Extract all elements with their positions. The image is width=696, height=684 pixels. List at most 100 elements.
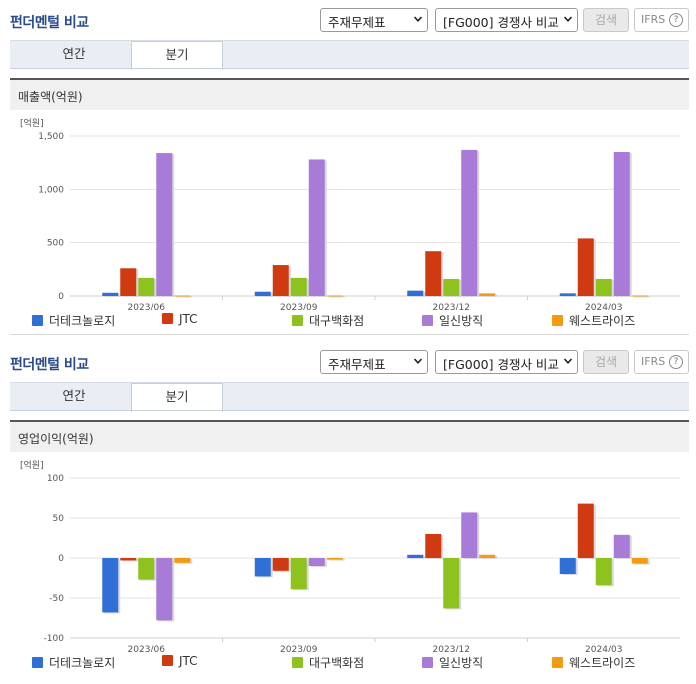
chart-subtitle: 영업이익(억원) bbox=[10, 420, 689, 452]
chart-legend: 더테크놀로지 JTC 대구백화점 일신방직 웨스트라이즈 bbox=[0, 312, 696, 330]
tab-quarterly[interactable]: 분기 bbox=[131, 41, 223, 70]
legend-item[interactable]: JTC bbox=[162, 654, 198, 668]
peer-select[interactable]: [FG000] 경쟁사 비교 bbox=[435, 8, 578, 32]
legend-item[interactable]: 일신방직 bbox=[422, 654, 483, 671]
tab-quarterly[interactable]: 분기 bbox=[131, 383, 223, 412]
y-tick-label: -50 bbox=[49, 594, 64, 604]
period-tabs: 연간 분기 bbox=[10, 40, 689, 70]
bar bbox=[174, 558, 191, 563]
fundamental-compare-panel-sales: 펀더멘털 비교 주재무제표 [FG000] 경쟁사 비교 검색 IFRS ? 연… bbox=[0, 0, 696, 335]
tab-annual[interactable]: 연간 bbox=[62, 46, 86, 61]
ifrs-help-button[interactable]: IFRS ? bbox=[634, 8, 689, 32]
chevron-down-icon bbox=[414, 16, 422, 22]
legend-item[interactable]: JTC bbox=[162, 312, 198, 326]
legend-swatch bbox=[552, 315, 563, 326]
legend-swatch bbox=[552, 657, 563, 668]
bar bbox=[326, 558, 343, 560]
help-icon: ? bbox=[669, 13, 683, 27]
bar bbox=[443, 278, 460, 296]
panel-header: 펀더멘털 비교 주재무제표 [FG000] 경쟁사 비교 검색 IFRS ? bbox=[0, 342, 696, 382]
legend-label: 대구백화점 bbox=[309, 314, 365, 328]
search-button[interactable]: 검색 bbox=[583, 350, 629, 374]
bar bbox=[577, 503, 594, 558]
bar bbox=[631, 295, 648, 297]
bar bbox=[174, 295, 191, 297]
bar-shadow bbox=[176, 296, 193, 298]
legend-item[interactable]: 대구백화점 bbox=[292, 312, 364, 329]
y-tick-label: 100 bbox=[47, 474, 64, 484]
bar bbox=[120, 268, 137, 296]
legend-swatch bbox=[162, 313, 173, 324]
statement-select-value: 주재무제표 bbox=[328, 15, 386, 30]
panel-title: 펀더멘털 비교 bbox=[10, 15, 89, 31]
legend-swatch bbox=[292, 657, 303, 668]
ifrs-label: IFRS bbox=[641, 355, 666, 368]
bar bbox=[156, 558, 173, 621]
bar bbox=[308, 159, 325, 296]
legend-label: 대구백화점 bbox=[309, 656, 365, 670]
fundamental-compare-panel-operating-profit: 펀더멘털 비교 주재무제표 [FG000] 경쟁사 비교 검색 IFRS ? 연… bbox=[0, 342, 696, 684]
chart-subtitle: 매출액(억원) bbox=[10, 78, 689, 110]
statement-select[interactable]: 주재무제표 bbox=[320, 350, 428, 374]
legend-item[interactable]: 더테크놀로지 bbox=[32, 654, 115, 671]
x-tick-label: 2024/03 bbox=[585, 645, 622, 652]
ifrs-label: IFRS bbox=[641, 13, 666, 26]
legend-item[interactable]: 더테크놀로지 bbox=[32, 312, 115, 329]
bar bbox=[407, 290, 424, 296]
legend-swatch bbox=[32, 315, 43, 326]
peer-select[interactable]: [FG000] 경쟁사 비교 bbox=[435, 350, 578, 374]
legend-item[interactable]: 웨스트라이즈 bbox=[552, 312, 635, 329]
legend-swatch bbox=[292, 315, 303, 326]
legend-label: 일신방직 bbox=[439, 314, 484, 328]
bar bbox=[290, 277, 307, 296]
tab-annual[interactable]: 연간 bbox=[62, 388, 86, 403]
bar bbox=[443, 558, 460, 609]
peer-select-value: [FG000] 경쟁사 비교 bbox=[443, 357, 559, 372]
bar-shadow bbox=[633, 296, 650, 298]
legend-item[interactable]: 대구백화점 bbox=[292, 654, 364, 671]
unit-label: [억원] bbox=[20, 117, 44, 129]
bar bbox=[595, 558, 612, 586]
statement-select-value: 주재무제표 bbox=[328, 357, 386, 372]
x-tick-label: 2024/03 bbox=[585, 303, 622, 310]
chevron-down-icon bbox=[564, 358, 572, 364]
bar bbox=[425, 251, 442, 296]
legend-item[interactable]: 일신방직 bbox=[422, 312, 483, 329]
bar bbox=[326, 295, 343, 297]
ifrs-help-button[interactable]: IFRS ? bbox=[634, 350, 689, 374]
bar bbox=[156, 153, 173, 296]
legend-label: 웨스트라이즈 bbox=[569, 656, 636, 670]
x-tick-label: 2023/12 bbox=[433, 645, 470, 652]
bar bbox=[120, 558, 137, 561]
bar bbox=[425, 534, 442, 558]
divider bbox=[10, 334, 689, 335]
legend-swatch bbox=[32, 657, 43, 668]
panel-header: 펀더멘털 비교 주재무제표 [FG000] 경쟁사 비교 검색 IFRS ? bbox=[0, 0, 696, 40]
y-tick-label: 500 bbox=[47, 239, 64, 249]
bar bbox=[613, 534, 630, 558]
bar bbox=[308, 558, 325, 566]
bar bbox=[102, 292, 119, 296]
legend-label: JTC bbox=[179, 312, 198, 326]
bar-shadow bbox=[328, 296, 345, 298]
y-tick-label: 50 bbox=[53, 514, 65, 524]
bar bbox=[461, 149, 478, 296]
y-tick-label: 0 bbox=[58, 554, 64, 564]
legend-label: 더테크놀로지 bbox=[49, 314, 116, 328]
operating-profit-bar-chart: [억원] -100 -50 0 50 100 2023/06 2023/09 2023/12 20… bbox=[20, 459, 680, 652]
bar bbox=[559, 558, 576, 574]
divider bbox=[10, 410, 689, 411]
legend-label: 웨스트라이즈 bbox=[569, 314, 636, 328]
y-tick-label: 1,500 bbox=[38, 132, 64, 142]
statement-select[interactable]: 주재무제표 bbox=[320, 8, 428, 32]
legend-item[interactable]: 웨스트라이즈 bbox=[552, 654, 635, 671]
search-button[interactable]: 검색 bbox=[583, 8, 629, 32]
x-tick-label: 2023/12 bbox=[433, 303, 470, 310]
peer-select-value: [FG000] 경쟁사 비교 bbox=[443, 15, 559, 30]
bar bbox=[102, 558, 119, 613]
x-tick-label: 2023/09 bbox=[280, 303, 318, 310]
bar bbox=[479, 554, 496, 558]
bar bbox=[138, 277, 155, 296]
bar bbox=[595, 278, 612, 296]
x-tick-label: 2023/06 bbox=[128, 303, 166, 310]
